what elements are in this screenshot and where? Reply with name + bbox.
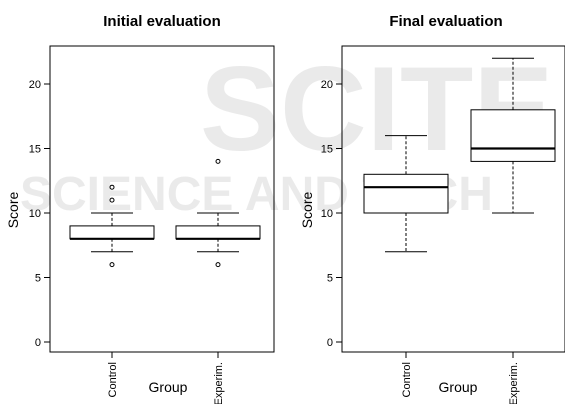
- box-iqr: [175, 225, 261, 240]
- x-tick-label: Experim.: [508, 362, 520, 404]
- x-tick-label: Control: [401, 362, 413, 397]
- box-iqr: [470, 109, 556, 162]
- x-tick-label: Experim.: [213, 362, 225, 404]
- y-tick-label: 5: [327, 273, 333, 285]
- y-tick-label: 15: [321, 144, 333, 156]
- y-tick-label: 20: [29, 79, 41, 91]
- outlier-point: [109, 262, 115, 268]
- y-axis-label: Score: [5, 192, 21, 229]
- outlier-point: [109, 197, 115, 203]
- y-tick-label: 10: [321, 208, 333, 220]
- y-tick-label: 15: [29, 144, 41, 156]
- outlier-point: [215, 158, 221, 164]
- y-tick-label: 0: [35, 337, 41, 349]
- chart-panel-initial: Initial evaluation 0 5 10 15 20 Score Group Cont…: [5, 13, 275, 404]
- box-iqr: [363, 173, 449, 214]
- y-tick-label: 10: [29, 208, 41, 220]
- box-iqr: [69, 225, 155, 240]
- y-tick-label: 0: [327, 337, 333, 349]
- x-tick-label: Control: [107, 362, 119, 397]
- chart-panel-final: Final evaluation 0 5 10 15 20 Score Group Contro…: [299, 13, 565, 404]
- y-tick-label: 20: [321, 79, 333, 91]
- plot-frame: [341, 45, 565, 353]
- x-axis-label: Group: [439, 379, 478, 395]
- outlier-point: [109, 184, 115, 190]
- plot-frame: [49, 45, 275, 353]
- y-tick-label: 5: [35, 273, 41, 285]
- chart-title: Initial evaluation: [103, 13, 221, 30]
- chart-title: Final evaluation: [389, 13, 502, 30]
- outlier-point: [215, 262, 221, 268]
- y-axis-label: Score: [299, 192, 315, 229]
- x-axis-label: Group: [149, 379, 188, 395]
